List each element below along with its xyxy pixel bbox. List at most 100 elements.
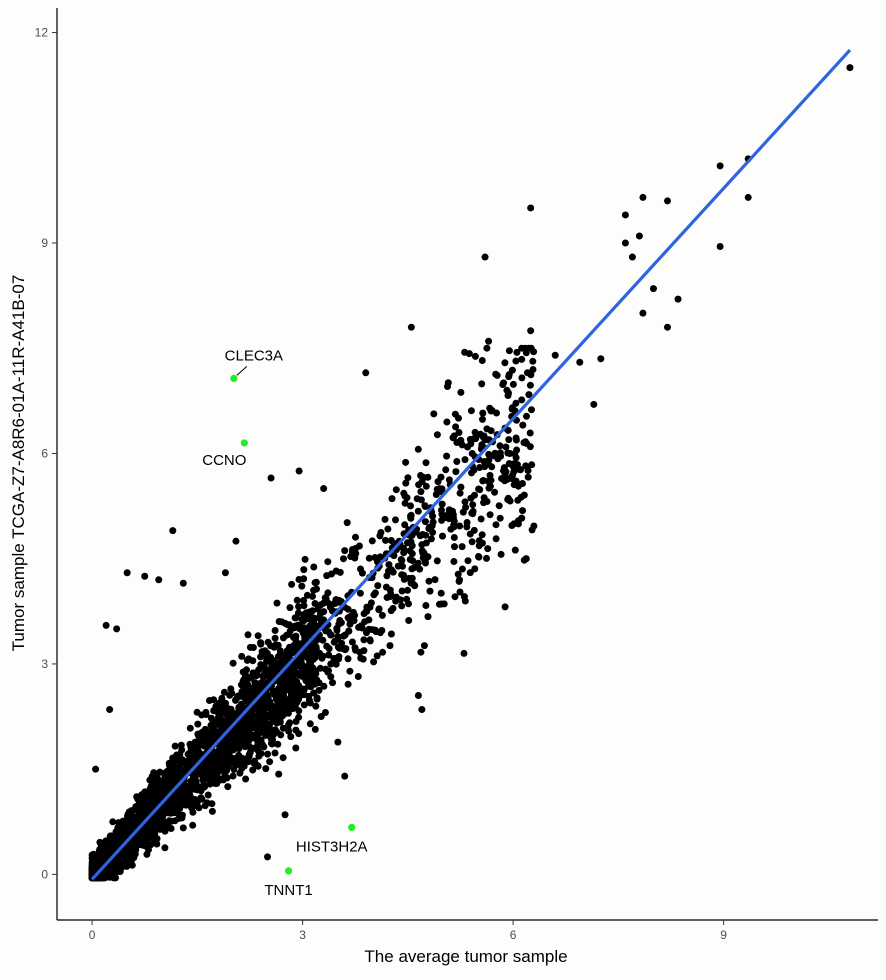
data-point: [172, 765, 180, 773]
data-point: [227, 685, 235, 693]
data-point: [210, 707, 218, 715]
data-point: [511, 546, 519, 554]
data-point: [281, 811, 289, 819]
data-point: [223, 716, 231, 723]
data-point: [526, 381, 534, 389]
data-point: [293, 596, 301, 604]
data-point: [187, 793, 195, 801]
data-point: [512, 399, 520, 407]
data-point: [491, 449, 499, 457]
data-point: [506, 450, 514, 457]
data-point: [246, 724, 254, 732]
data-point: [435, 600, 443, 608]
data-point: [485, 337, 493, 345]
data-point: [137, 834, 144, 842]
data-point: [276, 647, 284, 655]
data-point: [504, 494, 512, 502]
data-point: [348, 548, 356, 556]
data-point: [398, 587, 406, 595]
data-point: [846, 64, 854, 72]
data-point: [340, 555, 347, 563]
data-point: [406, 556, 414, 563]
data-point: [368, 537, 376, 545]
data-point: [269, 702, 277, 710]
data-point: [456, 522, 464, 530]
data-point: [137, 812, 145, 820]
data-point: [527, 371, 535, 379]
data-point: [249, 766, 257, 774]
data-point: [248, 710, 256, 718]
data-point: [155, 576, 163, 584]
data-point: [262, 765, 270, 773]
data-point: [242, 731, 250, 739]
data-point: [247, 673, 255, 681]
data-point: [294, 682, 302, 690]
data-point: [112, 874, 119, 882]
data-point: [478, 531, 486, 539]
data-point: [457, 388, 465, 396]
data-point: [122, 822, 130, 829]
data-point: [179, 824, 187, 832]
data-point: [466, 569, 474, 577]
data-point: [420, 642, 428, 650]
gene-label-hist3h2a: HIST3H2A: [296, 838, 368, 855]
data-point: [454, 570, 462, 578]
data-point: [179, 788, 187, 796]
data-point: [226, 691, 234, 699]
data-point: [213, 753, 220, 761]
data-point: [475, 553, 483, 561]
data-point: [365, 616, 373, 624]
data-point: [458, 543, 466, 551]
data-point: [206, 697, 213, 704]
data-point: [178, 811, 186, 819]
data-point: [246, 643, 254, 651]
data-point: [262, 731, 270, 739]
data-point: [240, 716, 248, 724]
data-point: [443, 418, 451, 426]
data-point: [254, 632, 262, 640]
data-point: [461, 498, 469, 506]
data-point: [188, 800, 196, 808]
data-point: [117, 851, 125, 859]
data-point: [464, 557, 472, 565]
highlight-point-tnnt1: [284, 867, 293, 875]
data-point: [132, 843, 140, 851]
y-tick-label: 6: [41, 446, 48, 460]
data-point: [274, 709, 282, 717]
data-point: [289, 673, 297, 681]
data-point: [300, 602, 308, 610]
data-point: [479, 409, 487, 417]
data-point: [145, 846, 152, 854]
data-point: [422, 602, 430, 609]
data-point: [220, 722, 228, 730]
data-point: [294, 609, 302, 617]
data-point: [449, 507, 456, 515]
data-point: [222, 747, 230, 755]
data-point: [285, 721, 292, 729]
data-point: [467, 494, 475, 502]
data-point: [460, 649, 468, 657]
data-point: [355, 542, 363, 550]
data-point: [518, 355, 526, 363]
x-tick-label: 9: [720, 928, 727, 942]
data-point: [362, 369, 370, 377]
data-point: [451, 543, 458, 551]
data-point: [419, 549, 427, 557]
data-point: [394, 562, 402, 570]
data-point: [422, 459, 430, 467]
data-point: [307, 657, 315, 665]
data-point: [427, 535, 435, 543]
data-point: [194, 720, 202, 728]
data-point: [198, 728, 206, 736]
data-point: [508, 475, 516, 483]
data-point: [744, 193, 752, 201]
data-point: [639, 193, 647, 201]
data-point: [128, 807, 135, 815]
data-point: [116, 837, 124, 845]
data-point: [512, 357, 520, 365]
data-point: [202, 711, 210, 718]
data-point: [362, 607, 370, 615]
data-point: [228, 740, 236, 748]
data-point: [316, 664, 324, 672]
data-point: [262, 714, 270, 722]
